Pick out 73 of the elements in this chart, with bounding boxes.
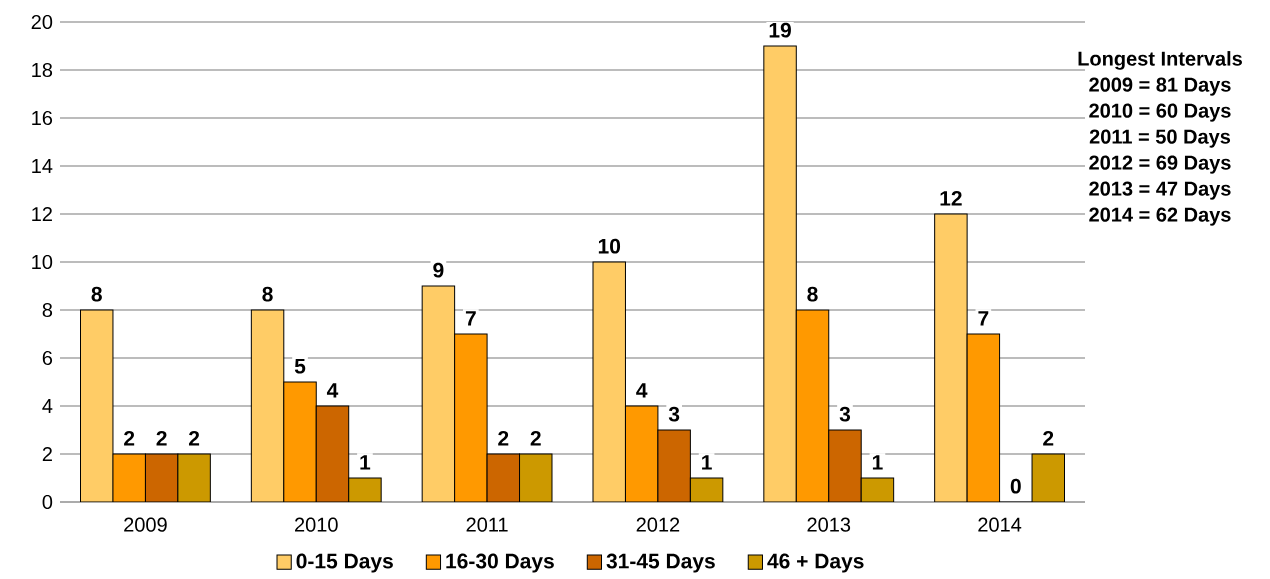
- x-tick-label: 2010: [295, 517, 338, 532]
- y-tick-label: 14: [32, 159, 53, 173]
- data-label: 3: [839, 406, 851, 422]
- data-label: 2: [124, 430, 135, 446]
- y-tick-label: 18: [32, 62, 53, 78]
- x-tick-label: 2009: [124, 517, 167, 532]
- text: 2009 = 81 Days: [1089, 77, 1231, 96]
- legend-label: 0-15 Days: [296, 553, 393, 573]
- bar: [316, 406, 349, 503]
- bar: [487, 454, 520, 503]
- data-label: 2: [156, 430, 167, 446]
- data-label: 9: [433, 262, 444, 278]
- x-tick-label: 2012: [636, 517, 680, 532]
- text: 2013 = 47 Days: [1089, 181, 1231, 200]
- bar: [177, 454, 211, 503]
- text: 2012 = 69 Days: [1089, 155, 1231, 174]
- bar: [828, 430, 862, 503]
- y-tick-label: 4: [42, 399, 53, 413]
- y-tick-label: 8: [42, 302, 53, 318]
- data-label: 2: [530, 430, 541, 446]
- bar: [796, 310, 829, 503]
- data-label: 2: [1043, 430, 1054, 446]
- data-label: 7: [978, 311, 989, 326]
- bar: [422, 286, 455, 503]
- y-tick-label: 10: [32, 254, 53, 270]
- bar: [934, 213, 968, 503]
- bar: [593, 262, 626, 503]
- data-label: 2: [188, 430, 200, 446]
- data-label: 0: [1010, 478, 1021, 494]
- bar: [145, 454, 178, 503]
- y-tick-label: 12: [32, 207, 52, 221]
- y-tick-label: 0: [42, 494, 53, 510]
- data-label: 8: [91, 286, 102, 302]
- legend-label: 31-45 Days: [606, 553, 715, 573]
- data-label: 10: [598, 238, 621, 254]
- bar: [454, 334, 488, 503]
- x-tick-label: 2013: [807, 517, 851, 532]
- bar: [657, 430, 691, 503]
- bar: [966, 333, 1001, 503]
- y-tick-label: 2: [42, 447, 52, 461]
- bar: [1031, 453, 1065, 503]
- data-label: 12: [940, 190, 962, 206]
- data-label: 5: [294, 358, 306, 374]
- bar: [625, 406, 658, 503]
- data-label: 1: [872, 455, 883, 470]
- y-tick-label: 16: [32, 110, 53, 126]
- data-label: 8: [262, 286, 273, 302]
- data-label: 4: [636, 383, 648, 398]
- y-tick-label: 6: [42, 350, 53, 366]
- data-label: 1: [702, 455, 712, 470]
- data-label: 4: [326, 383, 339, 398]
- legend-label: 46 + Days: [767, 553, 864, 573]
- data-label: 8: [807, 286, 818, 302]
- legend-label: 16-30 Days: [446, 553, 554, 573]
- data-label: 2: [498, 430, 509, 446]
- data-label: 19: [769, 22, 791, 38]
- text: 2011 = 50 Days: [1089, 129, 1231, 148]
- bar: [283, 382, 317, 503]
- x-tick-label: 2011: [466, 517, 508, 532]
- bar: [80, 310, 113, 503]
- data-label: 1: [360, 455, 371, 470]
- text: 2010 = 60 Days: [1089, 103, 1231, 122]
- bar: [112, 454, 146, 503]
- data-label: 7: [465, 311, 476, 326]
- bar: [348, 478, 382, 503]
- bar: [251, 310, 284, 503]
- text: 2014 = 62 Days: [1089, 207, 1231, 226]
- annotation: Longest Intervals: [1078, 51, 1242, 70]
- data-label: 3: [668, 406, 680, 422]
- bar: [763, 46, 797, 503]
- bar: [519, 454, 552, 503]
- y-tick-label: 20: [31, 14, 53, 30]
- x-tick-label: 2014: [978, 517, 1022, 532]
